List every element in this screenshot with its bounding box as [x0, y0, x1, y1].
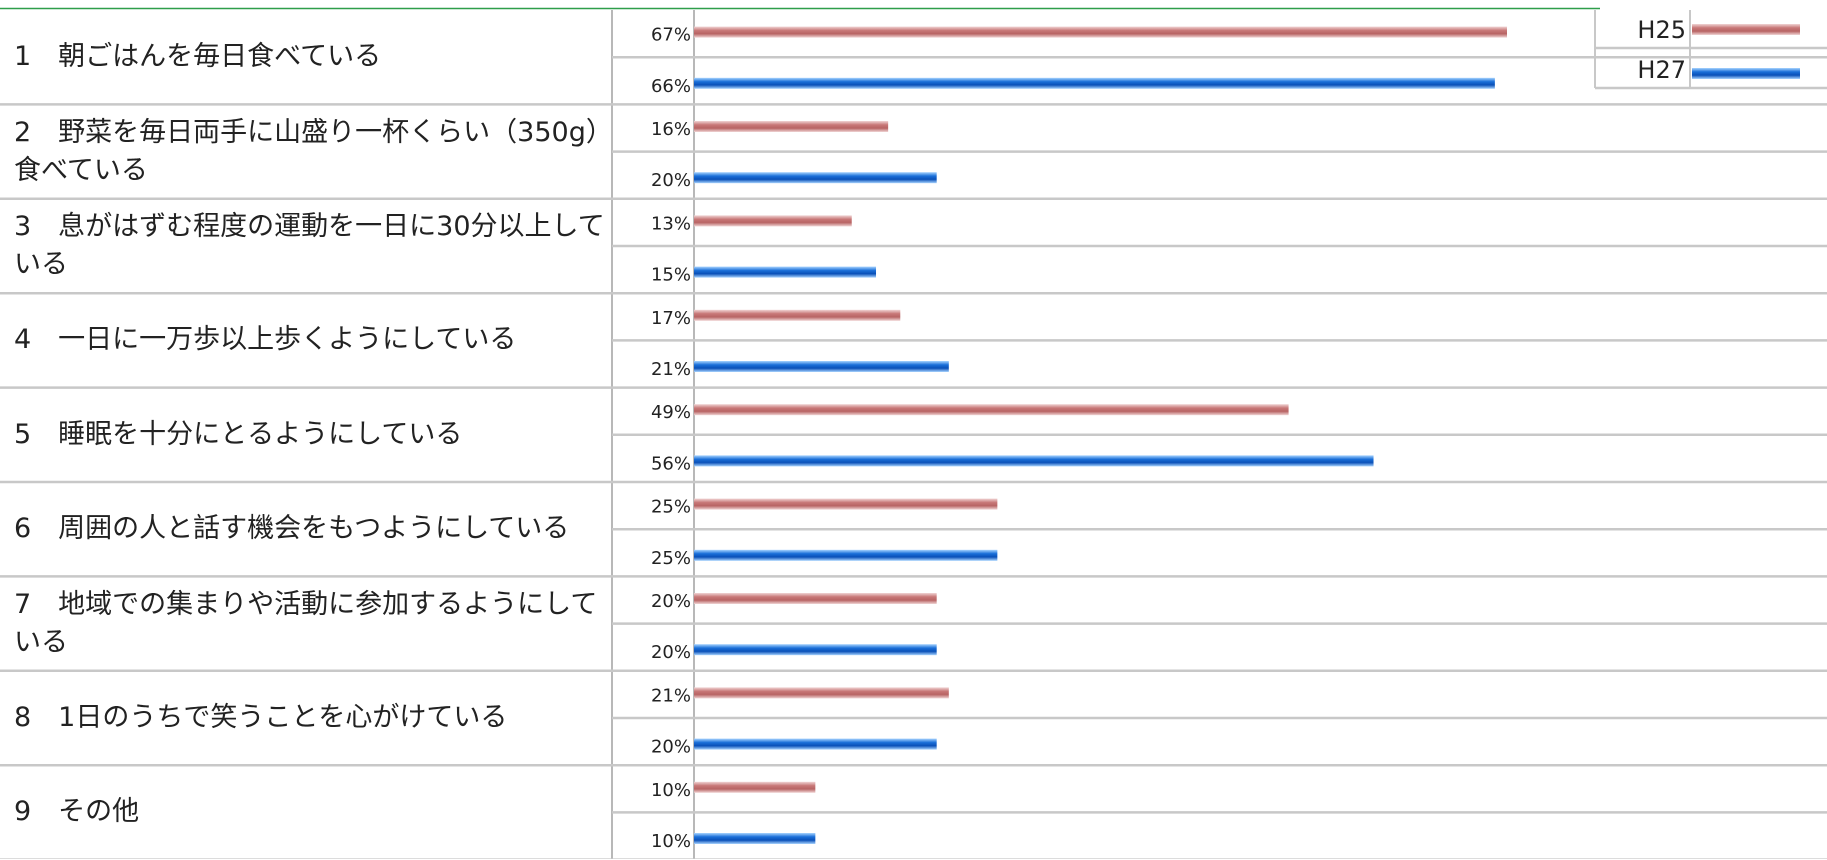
bar-h25 [694, 687, 949, 699]
value-label: 10% [651, 780, 691, 801]
category-label: 6 周囲の人と話す機会をもつようにしている [14, 482, 614, 576]
category-label-text: 7 地域での集まりや活動に参加するようにしている [14, 588, 598, 658]
legend [1594, 10, 1827, 90]
value-label: 67% [651, 25, 691, 46]
category-label-text: 3 息がはずむ程度の運動を一日に30分以上している [14, 210, 605, 280]
value-label: 20% [651, 737, 691, 758]
bar-h27 [694, 172, 937, 184]
bar-h25 [694, 215, 852, 227]
value-label: 17% [651, 308, 691, 329]
category-label-text: 2 野菜を毎日両手に山盛り一杯くらい（350g）食べている [14, 116, 613, 186]
value-label: 25% [651, 497, 691, 518]
category-label: 3 息がはずむ程度の運動を一日に30分以上している [14, 199, 614, 293]
bars [694, 26, 1507, 844]
value-label: 16% [651, 119, 691, 140]
bar-h27 [694, 266, 877, 278]
bar-h27 [694, 361, 949, 372]
bar-h27 [694, 644, 937, 656]
category-label: 5 睡眠を十分にとるようにしている [14, 388, 614, 482]
legend-swatch-h25 [1692, 24, 1800, 35]
bar-h27 [694, 738, 937, 750]
bar-h27 [694, 77, 1495, 89]
bar-h25 [694, 26, 1507, 38]
value-label: 10% [651, 831, 691, 852]
category-label-text: 8 1日のうちで笑うことを心がけている [14, 701, 508, 733]
bar-h25 [694, 781, 816, 793]
grid-lines [0, 10, 1827, 859]
category-label-text: 5 睡眠を十分にとるようにしている [14, 418, 463, 450]
bar-h25 [694, 121, 889, 132]
value-label: 20% [651, 642, 691, 663]
category-label: 2 野菜を毎日両手に山盛り一杯くらい（350g）食べている [14, 104, 614, 198]
value-label: 56% [651, 453, 691, 474]
legend-label-h25: H25 [1637, 16, 1686, 44]
legend-swatch-h27 [1692, 68, 1800, 79]
value-label: 20% [651, 591, 691, 612]
bar-h25 [694, 498, 998, 510]
category-label-text: 6 周囲の人と話す機会をもつようにしている [14, 513, 570, 545]
legend-label-h27: H27 [1637, 56, 1686, 84]
value-label: 13% [651, 213, 691, 234]
bar-h27 [694, 549, 998, 561]
value-label: 21% [651, 359, 691, 380]
value-label: 20% [651, 170, 691, 191]
value-label: 66% [651, 76, 691, 97]
bar-h25 [694, 309, 901, 321]
value-label: 25% [651, 548, 691, 569]
value-label: 15% [651, 265, 691, 286]
value-labels: 67% 66% 16% 20% 13% 15% 17% 21% 49% 56% 25% 25% 20% 2… [651, 25, 691, 852]
category-label-text: 1 朝ごはんを毎日食べている [14, 41, 382, 73]
category-label: 4 一日に一万歩以上歩くようにしている [14, 293, 614, 387]
bar-h25 [694, 593, 937, 604]
category-label: 7 地域での集まりや活動に参加するようにしている [14, 576, 614, 670]
bar-h25 [694, 404, 1289, 416]
bar-h27 [694, 833, 816, 844]
value-label: 49% [651, 402, 691, 423]
value-label: 21% [651, 685, 691, 706]
bar-h27 [694, 455, 1374, 467]
category-label-text: 4 一日に一万歩以上歩くようにしている [14, 324, 517, 356]
category-label-text: 9 その他 [14, 796, 140, 828]
category-label: 8 1日のうちで笑うことを心がけている [14, 671, 614, 765]
category-label: 1 朝ごはんを毎日食べている [14, 10, 614, 104]
category-label: 9 その他 [14, 765, 614, 859]
